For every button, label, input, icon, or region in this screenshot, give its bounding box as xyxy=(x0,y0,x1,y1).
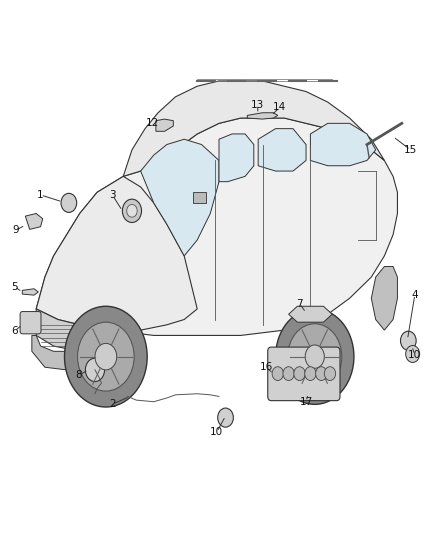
Circle shape xyxy=(294,367,305,381)
Circle shape xyxy=(127,205,137,217)
Polygon shape xyxy=(311,123,376,166)
Circle shape xyxy=(276,309,354,405)
Text: 9: 9 xyxy=(12,225,19,236)
Polygon shape xyxy=(371,266,397,330)
Polygon shape xyxy=(36,309,106,351)
Polygon shape xyxy=(25,214,43,229)
Circle shape xyxy=(324,367,336,381)
Circle shape xyxy=(61,193,77,213)
Polygon shape xyxy=(36,176,197,330)
Polygon shape xyxy=(289,306,332,322)
Text: 16: 16 xyxy=(259,362,272,372)
Circle shape xyxy=(218,408,233,427)
Polygon shape xyxy=(193,192,206,203)
Circle shape xyxy=(305,345,324,368)
Circle shape xyxy=(400,331,416,350)
Text: 14: 14 xyxy=(273,102,286,112)
Circle shape xyxy=(406,345,420,362)
Polygon shape xyxy=(141,139,219,256)
Text: 4: 4 xyxy=(412,289,418,300)
Circle shape xyxy=(64,306,147,407)
Text: 13: 13 xyxy=(251,100,264,110)
Text: 10: 10 xyxy=(210,427,223,437)
Circle shape xyxy=(78,322,134,391)
Text: 17: 17 xyxy=(300,397,313,407)
Polygon shape xyxy=(219,134,254,182)
FancyBboxPatch shape xyxy=(268,347,340,401)
Text: 7: 7 xyxy=(296,298,303,309)
Circle shape xyxy=(305,367,316,381)
Circle shape xyxy=(122,199,141,222)
Text: 1: 1 xyxy=(37,190,44,200)
Text: 8: 8 xyxy=(75,370,82,380)
Text: 15: 15 xyxy=(404,145,417,155)
Circle shape xyxy=(316,367,327,381)
Polygon shape xyxy=(123,81,385,176)
Polygon shape xyxy=(22,289,39,295)
Polygon shape xyxy=(36,118,397,335)
Polygon shape xyxy=(258,128,306,171)
Circle shape xyxy=(85,358,105,382)
Circle shape xyxy=(272,367,283,381)
Polygon shape xyxy=(156,119,173,131)
Text: 5: 5 xyxy=(11,281,18,292)
Text: 12: 12 xyxy=(146,118,159,128)
Text: 10: 10 xyxy=(408,350,421,360)
FancyBboxPatch shape xyxy=(20,312,41,334)
Text: 3: 3 xyxy=(109,190,116,200)
Circle shape xyxy=(95,343,117,370)
Polygon shape xyxy=(32,335,115,373)
Circle shape xyxy=(283,367,294,381)
Text: 6: 6 xyxy=(11,326,18,336)
Polygon shape xyxy=(247,113,278,119)
Circle shape xyxy=(288,324,342,390)
Text: 2: 2 xyxy=(109,399,116,409)
